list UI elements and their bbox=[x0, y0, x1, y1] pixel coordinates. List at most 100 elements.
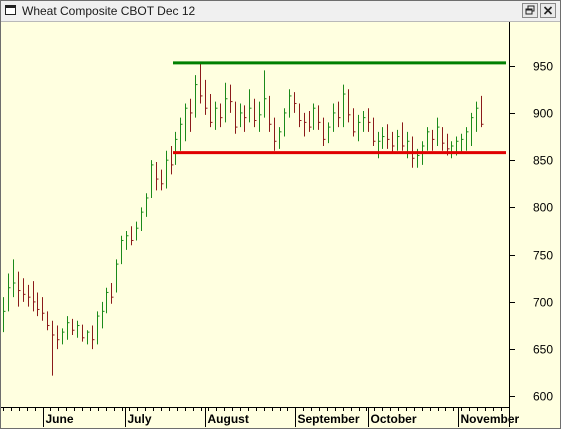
price-bar bbox=[215, 101, 218, 130]
price-bar bbox=[220, 103, 223, 128]
price-bar bbox=[304, 112, 307, 137]
price-bar bbox=[402, 122, 405, 151]
price-bar bbox=[294, 92, 297, 113]
x-tick-label: June bbox=[46, 412, 74, 426]
price-bar bbox=[171, 145, 174, 175]
price-bar bbox=[151, 160, 154, 198]
price-bar bbox=[476, 101, 479, 132]
price-bar bbox=[442, 127, 445, 151]
price-bar bbox=[33, 281, 36, 312]
price-bar bbox=[451, 141, 454, 159]
y-tick-label: 600 bbox=[533, 390, 553, 404]
price-bar bbox=[47, 311, 50, 331]
price-bar bbox=[185, 103, 188, 142]
window-title: Wheat Composite CBOT Dec 12 bbox=[22, 4, 196, 18]
price-bar bbox=[141, 207, 144, 232]
price-bar bbox=[131, 226, 134, 246]
title-bar[interactable]: Wheat Composite CBOT Dec 12 bbox=[1, 1, 560, 22]
price-bar bbox=[387, 124, 390, 149]
price-bar bbox=[92, 325, 95, 350]
price-bar bbox=[13, 259, 16, 298]
price-bar bbox=[269, 95, 272, 132]
price-bar bbox=[57, 325, 60, 350]
price-bar bbox=[37, 292, 40, 317]
price-bar bbox=[437, 117, 440, 146]
price-bar bbox=[67, 316, 70, 340]
price-bar bbox=[481, 95, 484, 128]
price-bar bbox=[225, 82, 228, 123]
price-bar bbox=[77, 320, 80, 338]
price-bar bbox=[313, 103, 316, 130]
price-bar bbox=[259, 101, 262, 132]
price-bar bbox=[378, 131, 381, 159]
price-bar bbox=[397, 129, 400, 151]
y-tick-label: 800 bbox=[533, 201, 553, 215]
restore-icon[interactable] bbox=[522, 3, 538, 18]
x-tick-label: November bbox=[461, 412, 520, 426]
price-bar bbox=[195, 75, 198, 118]
price-bar bbox=[343, 84, 346, 128]
price-bar bbox=[116, 259, 119, 293]
price-bar bbox=[42, 297, 45, 321]
price-bar bbox=[205, 79, 208, 115]
chart-window-icon bbox=[5, 5, 16, 15]
price-bar bbox=[210, 94, 213, 128]
price-bar bbox=[175, 131, 178, 165]
x-tick-label: October bbox=[371, 412, 417, 426]
price-bar bbox=[240, 103, 243, 128]
close-icon[interactable] bbox=[540, 3, 556, 18]
price-bar bbox=[244, 105, 247, 132]
price-bar bbox=[102, 301, 105, 329]
ohlc-chart: 600 650 700 750 800 850 900 950 June July August Se… bbox=[1, 22, 553, 427]
price-bar bbox=[136, 221, 139, 241]
price-bar bbox=[97, 311, 100, 345]
chart-area[interactable]: 600 650 700 750 800 850 900 950 June July August Se… bbox=[1, 22, 553, 427]
price-bar bbox=[190, 98, 193, 132]
price-bar bbox=[249, 89, 252, 123]
price-bar bbox=[87, 330, 90, 345]
price-bar bbox=[8, 273, 11, 312]
price-bar bbox=[471, 112, 474, 146]
price-bar bbox=[427, 127, 430, 151]
price-bar bbox=[363, 111, 366, 132]
y-tick-label: 650 bbox=[533, 343, 553, 357]
price-bar bbox=[126, 231, 129, 250]
x-tick-label: July bbox=[128, 412, 152, 426]
price-bar bbox=[274, 117, 277, 151]
price-bar bbox=[28, 284, 31, 307]
price-bar bbox=[466, 127, 469, 151]
price-bar bbox=[309, 111, 312, 132]
price-bar bbox=[146, 193, 149, 217]
price-bar bbox=[368, 108, 371, 132]
y-tick-label: 700 bbox=[533, 296, 553, 310]
price-bar bbox=[161, 169, 164, 191]
price-bar bbox=[432, 129, 435, 151]
x-tick-label: September bbox=[298, 412, 360, 426]
price-bar bbox=[23, 278, 26, 302]
price-bar bbox=[284, 108, 287, 137]
price-bar bbox=[338, 101, 341, 128]
price-bar bbox=[348, 89, 351, 123]
price-bar bbox=[279, 127, 282, 149]
price-bar bbox=[328, 122, 331, 144]
y-tick-label: 900 bbox=[533, 107, 553, 121]
price-bar bbox=[373, 117, 376, 146]
price-bar bbox=[382, 127, 385, 149]
x-tick-label: August bbox=[208, 412, 249, 426]
price-bar bbox=[407, 131, 410, 159]
price-bar bbox=[111, 283, 114, 304]
y-tick-label: 850 bbox=[533, 154, 553, 168]
price-bar bbox=[461, 133, 464, 153]
price-bar bbox=[392, 131, 395, 153]
price-bar bbox=[353, 108, 356, 137]
price-bar bbox=[18, 271, 21, 307]
price-bar bbox=[200, 63, 203, 104]
price-bar bbox=[52, 320, 55, 376]
price-bar bbox=[156, 162, 159, 191]
price-bar bbox=[121, 235, 124, 265]
price-bar bbox=[289, 89, 292, 118]
price-bar bbox=[180, 117, 183, 151]
price-bar bbox=[333, 103, 336, 132]
price-bar bbox=[72, 318, 75, 335]
